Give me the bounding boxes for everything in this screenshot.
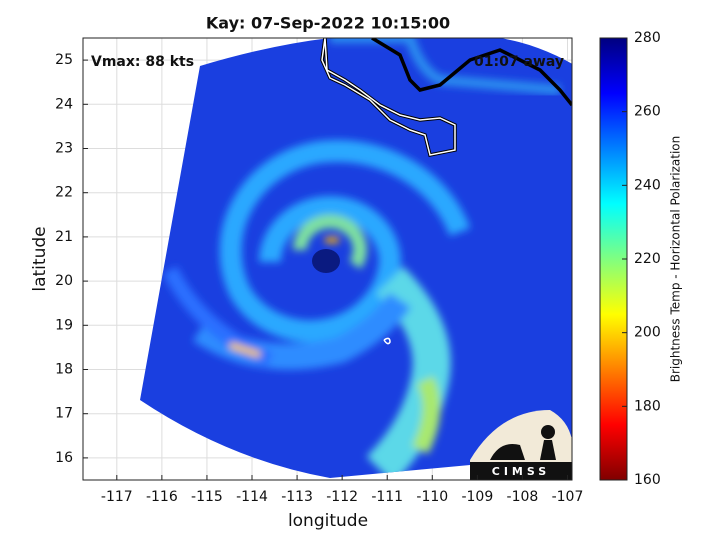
x-tick-label: -114 [236,489,268,505]
logo-text: CIMSS [492,465,550,478]
x-tick-label: -113 [281,489,313,505]
colorbar-tick-label: 280 [634,30,661,46]
chart-title: Kay: 07-Sep-2022 10:15:00 [206,14,450,33]
y-tick-label: 24 [55,96,73,112]
x-tick-label: -115 [191,489,223,505]
y-tick-label: 23 [55,141,73,157]
time-away-label: 01:07 away [474,54,564,70]
x-tick-label: -110 [416,489,448,505]
x-tick-label: -117 [101,489,133,505]
colorbar-tick-label: 160 [634,472,661,488]
y-tick-label: 19 [55,317,73,333]
x-tick-label: -108 [507,489,539,505]
y-tick-label: 21 [55,229,73,245]
y-tick-label: 18 [55,362,73,378]
vmax-label: Vmax: 88 kts [91,54,194,70]
colorbar-label: Brightness Temp - Horizontal Polarizatio… [669,136,683,383]
y-tick-label: 16 [55,450,73,466]
satellite-image: CIMSS [140,38,572,480]
colorbar-tick-label: 200 [634,325,661,341]
y-tick-label: 17 [55,406,73,422]
colorbar-tick-label: 180 [634,398,661,414]
x-tick-label: -112 [326,489,358,505]
logo: CIMSS [470,410,572,480]
y-tick-label: 25 [55,52,73,68]
plot-frame [82,37,573,481]
y-tick-label: 20 [55,273,73,289]
y-tick-label: 22 [55,185,73,201]
x-axis-label: longitude [288,511,368,531]
colorbar-tick-label: 260 [634,104,661,120]
x-tick-label: -107 [552,489,584,505]
x-tick-label: -116 [146,489,178,505]
y-axis-label: latitude [30,226,50,291]
x-tick-label: -109 [461,489,493,505]
x-tick-label: -111 [371,489,403,505]
colorbar-tick-label: 220 [634,251,661,267]
colorbar-tick-label: 240 [634,177,661,193]
